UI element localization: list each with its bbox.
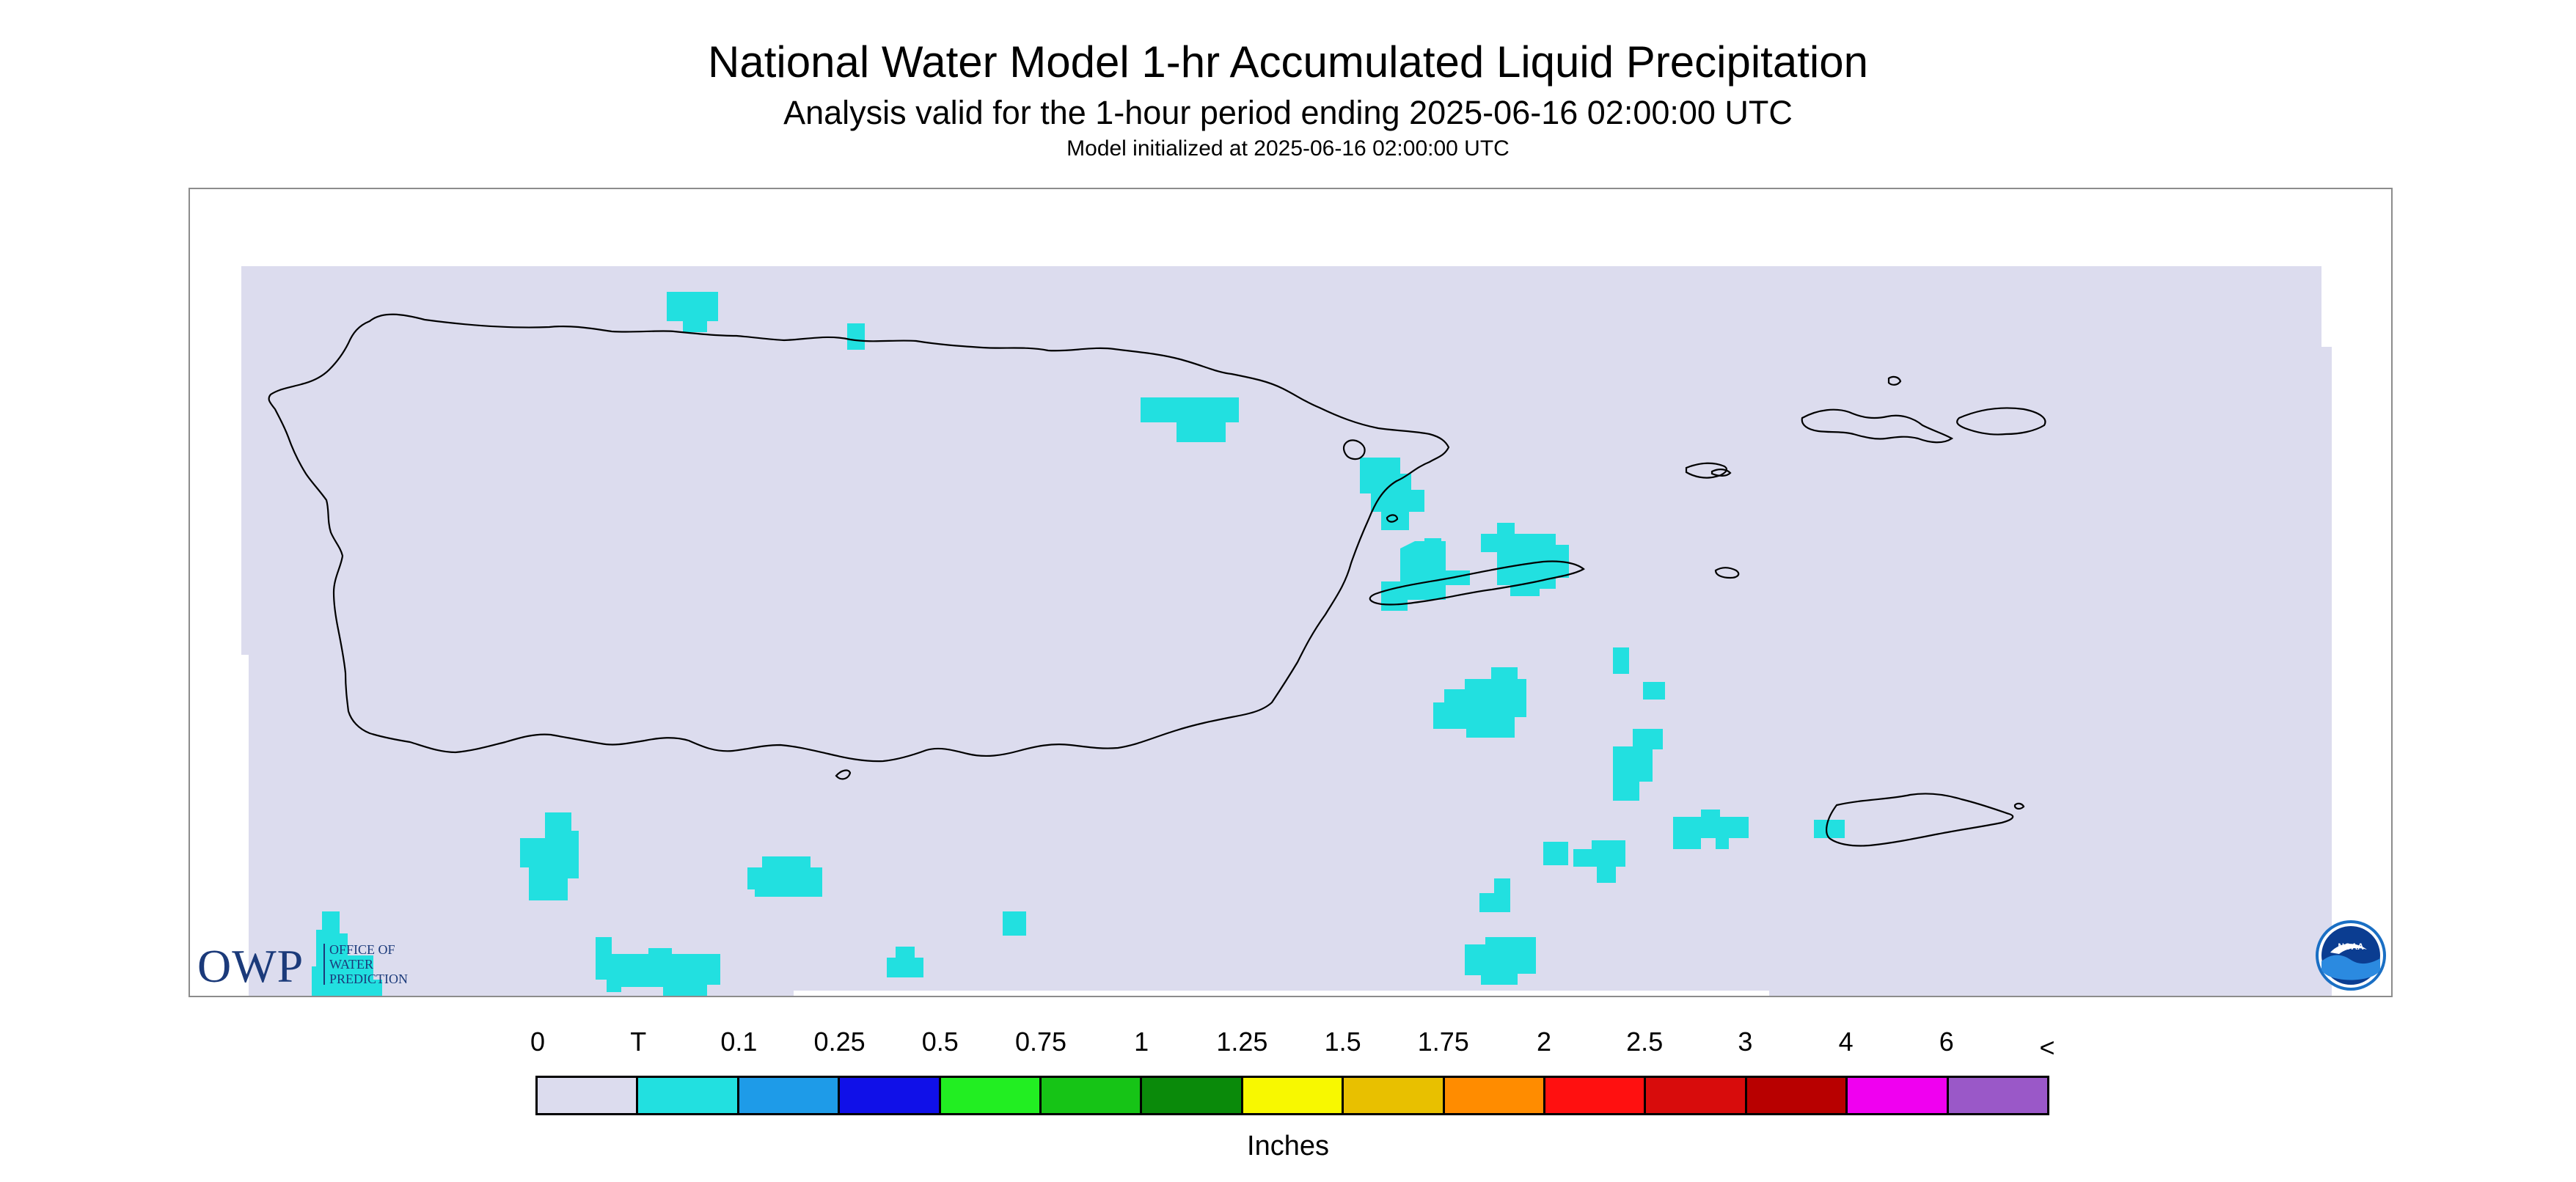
map-subtitle: Analysis valid for the 1-hour period end… (783, 94, 1793, 131)
st-croix-islet (2013, 802, 2025, 810)
precip-cell (1573, 840, 1625, 883)
precip-cell (1479, 878, 1510, 912)
precip-cell (887, 947, 923, 977)
legend-label: T (630, 1027, 647, 1057)
map-title: National Water Model 1-hr Accumulated Li… (708, 37, 1868, 87)
precip-cell (1141, 397, 1239, 442)
puerto-rico-islet (835, 769, 852, 780)
noaa-logo: NOAA (2316, 920, 2386, 991)
legend-label: 1.25 (1216, 1027, 1268, 1057)
owp-logo-text: OFFICE OF WATER PREDICTION (329, 942, 408, 986)
owp-logo-line3: PREDICTION (329, 972, 408, 986)
legend-swatch (940, 1078, 1042, 1113)
legend-label: 6 (1939, 1027, 1954, 1057)
bvi-coastline (1956, 407, 2046, 436)
legend-label: < (2039, 1032, 2055, 1062)
legend-swatch (840, 1078, 941, 1113)
st-thomas-coastline (1714, 567, 1740, 579)
st-croix-coastline (1826, 793, 2014, 847)
legend-labels: 0 T 0.1 0.25 0.5 0.75 1 1.25 1.5 1.75 2 2.5 3 4 6 < (0, 1027, 2576, 1063)
legend-label: 4 (1838, 1027, 1854, 1057)
legend-swatch (1545, 1078, 1647, 1113)
bvi-coastline (1801, 408, 1954, 444)
legend-label: 0.1 (720, 1027, 758, 1057)
anegada-coastline (1887, 375, 1902, 386)
precip-cell (1003, 911, 1026, 936)
precip-cell (1643, 682, 1665, 700)
legend-label: 1.75 (1417, 1027, 1469, 1057)
legend-label: 0 (530, 1027, 546, 1057)
st-john-coastline (1710, 469, 1732, 477)
legend-swatch (1344, 1078, 1445, 1113)
precip-cell (1433, 667, 1526, 738)
data-domain (241, 266, 2332, 996)
legend-swatch (1444, 1078, 1546, 1113)
legend-swatch (739, 1078, 841, 1113)
vieques-coastline (1369, 560, 1585, 606)
precip-cell (1381, 541, 1470, 611)
map-frame: OWP OFFICE OF WATER PREDICTION NOAA (189, 188, 2393, 997)
legend-label: 1 (1134, 1027, 1149, 1057)
owp-logo-abbr: OWP (197, 940, 304, 992)
precip-cell (747, 856, 822, 897)
legend-label: 0.25 (813, 1027, 866, 1057)
legend-label: 0.75 (1014, 1027, 1067, 1057)
legend-swatch (1646, 1078, 1747, 1113)
puerto-rico-islet (1386, 514, 1399, 523)
precip-cell (596, 937, 720, 996)
precip-cell (1613, 647, 1629, 674)
precip-cell (1465, 937, 1536, 985)
owp-logo-line1: OFFICE OF (329, 942, 395, 957)
noaa-logo-text: NOAA (2338, 941, 2364, 952)
no-data-strip (794, 991, 1769, 996)
precipitation-cells (312, 292, 1845, 996)
precip-cell (1543, 842, 1568, 865)
precip-cell (1814, 820, 1845, 838)
legend-swatch (638, 1078, 739, 1113)
puerto-rico-coastline (268, 313, 1450, 763)
legend-swatch (1848, 1078, 1949, 1113)
legend-swatch (1042, 1078, 1143, 1113)
precip-cell (1613, 729, 1663, 801)
precip-cell (312, 911, 382, 996)
precip-cell (1673, 810, 1749, 849)
legend-swatch (1948, 1078, 2048, 1113)
precip-cell (847, 323, 865, 350)
precip-cell (1360, 458, 1424, 530)
precipitation-map (241, 266, 2332, 996)
legend-label: 1.5 (1324, 1027, 1361, 1057)
st-thomas-coastline (1685, 462, 1727, 479)
legend-label: 0.5 (921, 1027, 959, 1057)
legend-swatch (1746, 1078, 1848, 1113)
precip-cell (1481, 523, 1569, 596)
culebra-coastline (1342, 439, 1366, 460)
precip-cell (520, 812, 579, 900)
legend-label: 2 (1536, 1027, 1552, 1057)
init-time-line: Model initialized at 2025-06-16 02:00:00… (1066, 136, 1510, 161)
legend-units: Inches (1247, 1131, 1329, 1161)
color-legend-bar (535, 1076, 2049, 1115)
legend-swatch (1243, 1078, 1344, 1113)
legend-label: 2.5 (1626, 1027, 1664, 1057)
coastlines (268, 313, 2046, 847)
precip-cell (667, 292, 718, 332)
legend-swatch (538, 1078, 639, 1113)
legend-label: 3 (1738, 1027, 1753, 1057)
owp-logo-divider (323, 944, 325, 985)
owp-logo-line2: WATER (329, 957, 373, 972)
legend-swatch (1142, 1078, 1243, 1113)
